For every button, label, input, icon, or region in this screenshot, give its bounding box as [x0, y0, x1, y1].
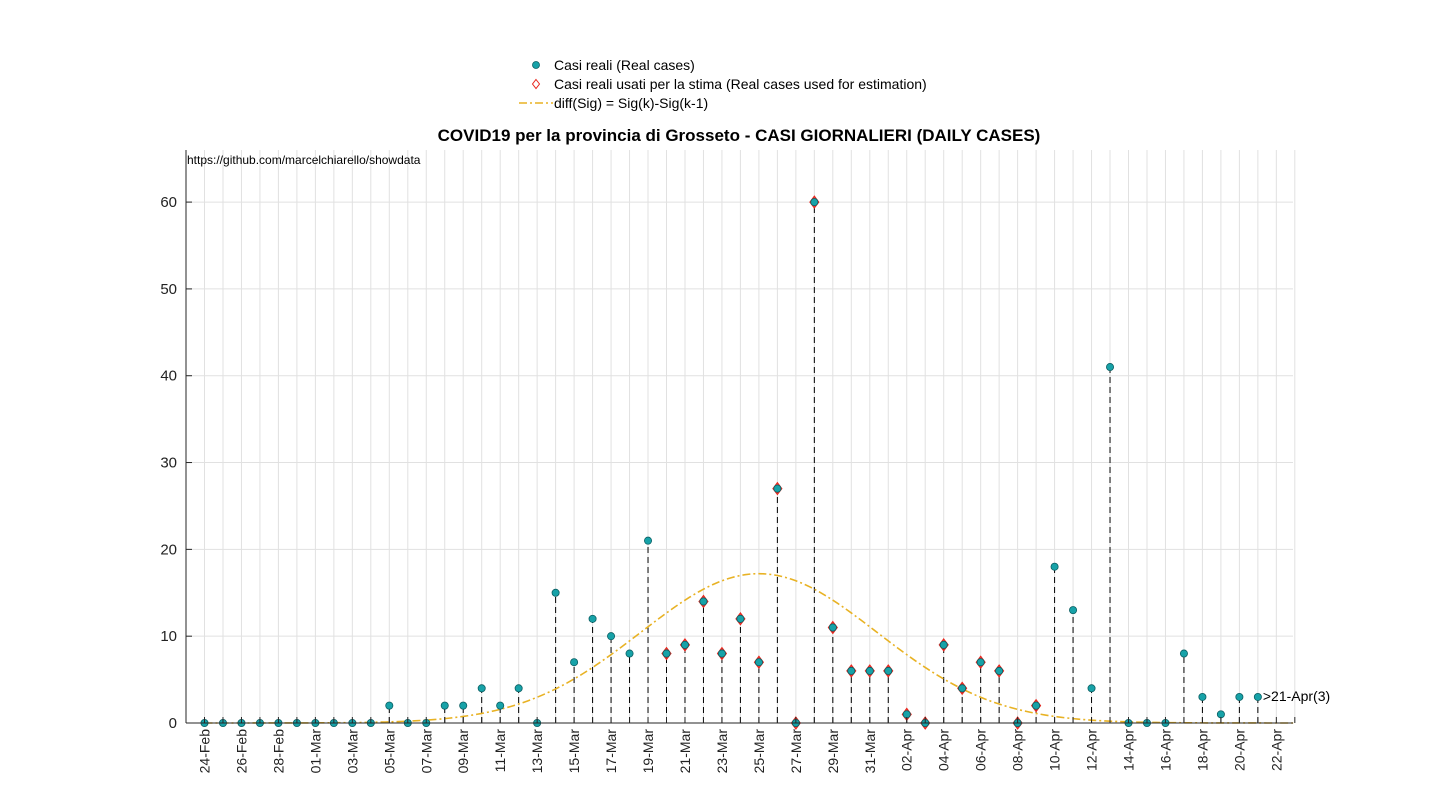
annotation-last-value: >21-Apr(3) [1263, 688, 1330, 704]
real-case-point [865, 666, 874, 675]
x-tick-label: 18-Apr [1194, 729, 1210, 771]
real-case-point [1069, 606, 1078, 615]
x-tick-label: 15-Mar [566, 729, 582, 774]
y-tick-label: 60 [160, 194, 177, 211]
legend-label-estimation-cases: Casi reali usati per la stima (Real case… [554, 76, 927, 92]
x-tick-label: 11-Mar [492, 729, 508, 773]
x-tick-label: 24-Feb [197, 729, 213, 774]
real-case-point [976, 658, 985, 667]
x-tick-label: 22-Apr [1268, 729, 1284, 771]
real-case-point [588, 614, 597, 623]
stems [388, 202, 1259, 723]
real-case-point [1179, 649, 1188, 658]
x-tick-label: 08-Apr [1010, 729, 1026, 771]
x-axis-ticks: 24-Feb 26-Feb 28-Feb 01-Mar 03-Mar 05-Mar 07-M… [197, 717, 1296, 774]
real-case-markers [200, 198, 1262, 728]
real-case-point [440, 701, 449, 710]
real-case-point [1050, 562, 1059, 571]
x-tick-label: 01-Mar [307, 729, 323, 774]
real-case-point [1253, 692, 1262, 701]
y-tick-label: 30 [160, 455, 177, 472]
chart-title: COVID19 per la provincia di Grosseto - C… [438, 126, 1041, 145]
real-case-point [625, 649, 634, 658]
y-tick-label: 20 [160, 541, 177, 558]
real-case-point [958, 684, 967, 693]
x-tick-label: 05-Mar [381, 729, 397, 774]
x-tick-label: 27-Mar [788, 729, 804, 774]
real-case-point [385, 701, 394, 710]
real-case-point [1032, 701, 1041, 710]
real-case-point [607, 632, 616, 641]
x-tick-label: 06-Apr [973, 729, 989, 771]
x-tick-label: 23-Mar [714, 729, 730, 774]
y-axis-ticks: 0 10 20 30 40 50 60 [160, 194, 192, 732]
real-case-point [939, 640, 948, 649]
real-case-point [810, 198, 819, 207]
x-tick-label: 26-Feb [233, 729, 249, 774]
x-tick-label: 13-Mar [529, 729, 545, 774]
x-tick-label: 19-Mar [640, 729, 656, 774]
real-case-point [902, 710, 911, 719]
y-tick-label: 0 [169, 715, 177, 732]
real-case-point [1198, 692, 1207, 701]
x-tick-label: 29-Mar [825, 729, 841, 774]
diff-sig-curve [204, 572, 1295, 724]
x-tick-label: 03-Mar [344, 729, 360, 774]
real-case-point [884, 666, 893, 675]
y-tick-label: 10 [160, 628, 177, 645]
real-case-point [717, 649, 726, 658]
x-tick-label: 12-Apr [1084, 729, 1100, 771]
legend-label-real-cases: Casi reali (Real cases) [554, 57, 695, 73]
y-tick-label: 40 [160, 368, 177, 385]
real-case-point [496, 701, 505, 710]
real-case-point [995, 666, 1004, 675]
x-tick-label: 25-Mar [751, 729, 767, 774]
x-tick-label: 21-Mar [677, 729, 693, 774]
real-case-point [477, 684, 486, 693]
real-case-point [644, 536, 653, 545]
real-case-point [1235, 692, 1244, 701]
x-tick-label: 02-Apr [899, 729, 915, 771]
real-case-point [754, 658, 763, 667]
source-url: https://github.com/marcelchiarello/showd… [187, 153, 421, 167]
x-tick-label: 28-Feb [270, 729, 286, 774]
real-case-point [828, 623, 837, 632]
legend: Casi reali (Real cases) Casi reali usati… [519, 57, 927, 111]
real-case-point [680, 640, 689, 649]
real-case-point [514, 684, 523, 693]
real-case-point [699, 597, 708, 606]
real-case-point [551, 588, 560, 597]
x-tick-label: 31-Mar [862, 729, 878, 774]
real-case-point [1216, 710, 1225, 719]
x-tick-label: 20-Apr [1231, 729, 1247, 771]
real-case-point [1106, 363, 1115, 372]
legend-label-diff-sig: diff(Sig) = Sig(k)-Sig(k-1) [554, 95, 708, 111]
y-tick-label: 50 [160, 281, 177, 298]
real-case-point [570, 658, 579, 667]
x-tick-label: 10-Apr [1047, 729, 1063, 771]
real-case-point [1087, 684, 1096, 693]
x-tick-label: 14-Apr [1121, 729, 1137, 771]
legend-marker-real-cases [532, 61, 540, 69]
real-case-point [736, 614, 745, 623]
x-tick-label: 09-Mar [455, 729, 471, 774]
x-tick-label: 07-Mar [418, 729, 434, 774]
real-case-point [773, 484, 782, 493]
x-tick-label: 16-Apr [1157, 729, 1173, 771]
real-case-point [459, 701, 468, 710]
real-case-point [847, 666, 856, 675]
x-tick-label: 17-Mar [603, 729, 619, 774]
x-tick-label: 04-Apr [936, 729, 952, 771]
real-case-point [662, 649, 671, 658]
legend-marker-estimation-cases [531, 78, 541, 90]
